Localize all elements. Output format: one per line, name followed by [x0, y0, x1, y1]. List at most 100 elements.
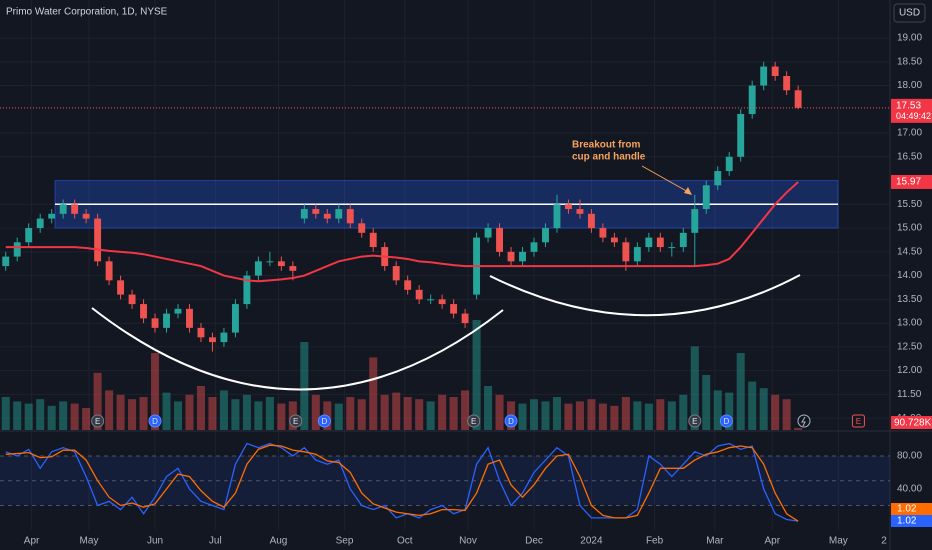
candle-body: [427, 299, 435, 301]
volume-bar: [93, 372, 102, 430]
event-label: D: [152, 417, 158, 426]
stoch-tag-label: 1.02: [897, 516, 917, 527]
candle-body: [209, 337, 216, 343]
split-icon[interactable]: [797, 414, 811, 428]
volume-bar: [484, 386, 493, 430]
x-tick-label: Aug: [270, 536, 288, 547]
candle-body: [82, 213, 90, 219]
y-tick-label: 12.50: [897, 341, 922, 352]
event-label: E: [471, 417, 476, 426]
volume-bar: [185, 394, 194, 430]
event-label: E: [856, 417, 861, 426]
candle-body: [461, 313, 469, 324]
volume-tag: [891, 416, 932, 429]
x-tick-label: Apr: [24, 536, 40, 547]
candle-body: [266, 261, 274, 263]
candle-body: [163, 313, 170, 328]
lightning: [801, 416, 806, 427]
volume-bar: [759, 388, 768, 430]
y-tick-label: 13.50: [897, 294, 922, 305]
volume-bar: [748, 381, 757, 430]
volume-bar: [24, 403, 33, 430]
candle-body: [633, 247, 641, 262]
candle-body: [507, 251, 515, 262]
candle-body: [783, 76, 791, 91]
currency[interactable]: USD: [899, 8, 920, 19]
candle-body: [530, 242, 538, 252]
event-icon: [91, 414, 105, 428]
y-tick-label: 19.00: [897, 33, 922, 44]
volume-bar: [128, 399, 137, 430]
price-tag-label: 17.53: [896, 100, 921, 111]
candle-body: [220, 332, 228, 343]
y-tick-label: 14.00: [897, 270, 922, 281]
candle-body: [174, 308, 182, 314]
cup-arc: [91, 307, 504, 391]
volume-bar: [369, 357, 378, 430]
candle-body: [737, 114, 745, 157]
x-tick-label: Dec: [525, 536, 543, 547]
volume-bar: [415, 399, 424, 430]
candle-body: [656, 237, 664, 248]
volume-bar: [541, 401, 550, 430]
volume-bar: [105, 390, 114, 430]
annotation-arrow: [641, 165, 691, 194]
event-icon: [719, 414, 733, 428]
candle-body: [186, 308, 193, 328]
event-label: E: [293, 417, 298, 426]
volume-bar: [392, 392, 401, 430]
candle-body: [725, 156, 733, 172]
event-label: D: [508, 417, 514, 426]
volume-bar: [1, 397, 10, 430]
volume-bar: [713, 390, 722, 430]
x-tick-label: May: [829, 536, 848, 547]
volume-bar: [403, 397, 412, 430]
currency-box[interactable]: [893, 3, 926, 23]
y-tick-label: 18.00: [897, 80, 922, 91]
stoch-tag-label: 1.02: [897, 504, 917, 515]
volume-bar: [644, 403, 653, 430]
volume-bar: [346, 397, 355, 430]
x-tick-label: Sep: [336, 536, 354, 547]
y-tick-label: 11.50: [897, 389, 922, 400]
candle-body: [748, 85, 756, 115]
volume-bar: [426, 401, 435, 430]
countdown: 04:49:42: [896, 111, 931, 121]
event-label: E: [692, 417, 697, 426]
stoch-tag: [891, 515, 932, 527]
volume-bar: [300, 342, 309, 430]
price-tag: [891, 98, 932, 123]
candle-body: [415, 289, 423, 300]
candle-body: [48, 213, 56, 219]
volume-bar: [219, 390, 228, 430]
candle-body: [519, 251, 526, 262]
volume-bar: [656, 399, 665, 430]
volume-bar: [461, 390, 470, 430]
candle-body: [254, 261, 262, 276]
event-icon: [289, 414, 303, 428]
event-label: D: [322, 417, 328, 426]
volume-bar: [116, 394, 125, 430]
candle-body: [197, 327, 205, 338]
volume-bar: [690, 346, 699, 430]
stoch-line: [5, 444, 799, 522]
candle-body: [553, 204, 561, 229]
y-tick-label: 17.00: [897, 128, 922, 139]
candle-body: [71, 204, 79, 214]
y-tick-label: 80.00: [897, 451, 922, 462]
candle-body: [277, 261, 285, 267]
ma-tag: [891, 174, 932, 189]
y-tick-label: 15.00: [897, 223, 922, 234]
event-icon: [467, 414, 481, 428]
volume-bar: [667, 401, 676, 430]
volume-bar: [173, 401, 183, 430]
stoch-band: [0, 455, 890, 506]
volume-bar: [208, 397, 217, 430]
x-tick-label: Jul: [209, 536, 222, 547]
candle-body: [13, 242, 21, 257]
candle-body: [128, 294, 136, 305]
candle-body: [94, 218, 102, 262]
volume-tag-label: 90.728K: [894, 418, 932, 429]
volume-bar: [151, 353, 160, 430]
